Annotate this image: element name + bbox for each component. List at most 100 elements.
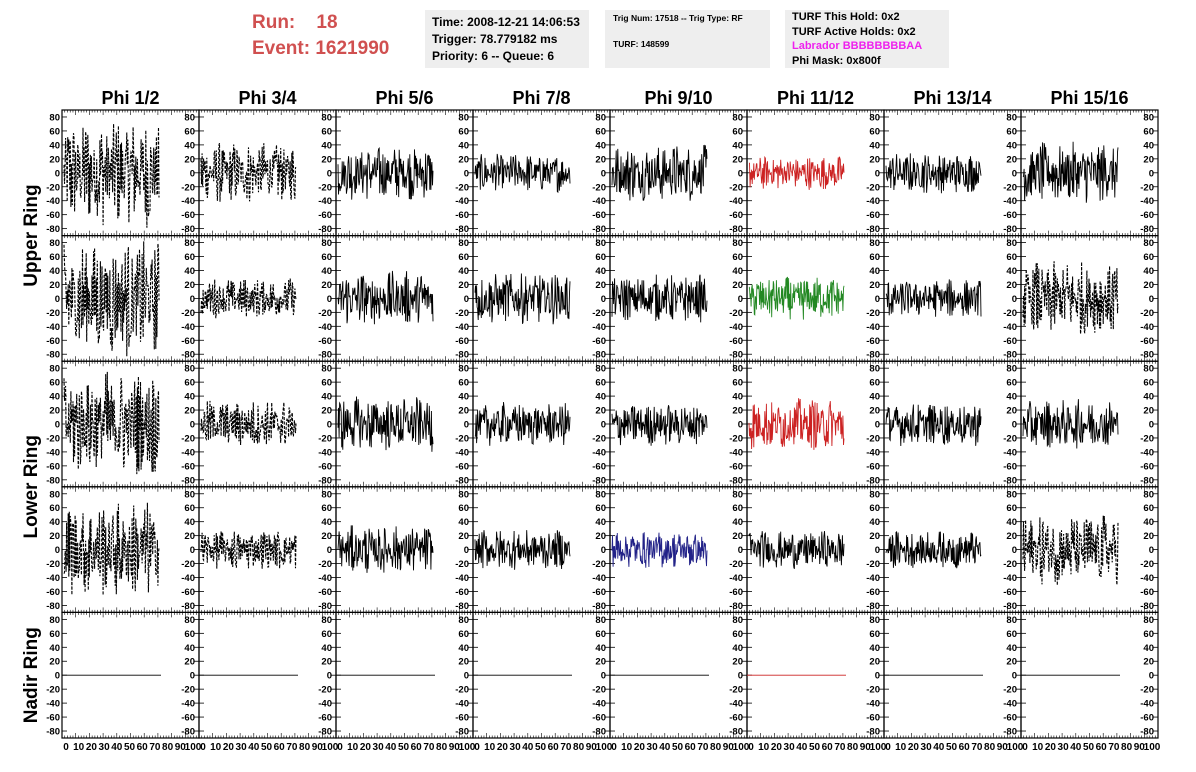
y-tick-label: 0 (738, 420, 743, 431)
y-tick-label: -60 (729, 461, 743, 472)
y-tick-label: -80 (1003, 224, 1017, 235)
y-tick-label: -80 (866, 727, 880, 738)
waveform-trace (200, 278, 297, 319)
y-tick-label: 60 (321, 629, 332, 640)
y-tick-label: -20 (592, 308, 606, 319)
y-tick-label: 0 (1012, 420, 1017, 431)
y-tick-label: 60 (184, 629, 195, 640)
y-tick-label: 40 (1143, 266, 1154, 277)
y-tick-label: -60 (318, 713, 332, 724)
y-tick-label: -40 (866, 573, 880, 584)
y-tick-label: 0 (1012, 545, 1017, 556)
y-tick-label: 0 (738, 294, 743, 305)
waveform-trace (885, 153, 982, 194)
waveform-trace (474, 530, 571, 570)
turf-active-holds-text: TURF Active Holds: 0x2 (792, 25, 916, 38)
y-tick-label: 20 (49, 657, 60, 668)
y-tick-label: 80 (1006, 112, 1017, 123)
y-tick-label: -20 (1003, 433, 1017, 444)
y-tick-label: 20 (458, 406, 469, 417)
waveform-panel: 80 60 40 20 0 -20 -40 -60 -80 (472, 360, 611, 488)
y-tick-label: 0 (464, 420, 469, 431)
y-tick-label: 40 (595, 517, 606, 528)
ring-label: Nadir Ring (21, 627, 42, 723)
y-tick-label: 20 (321, 280, 332, 291)
y-tick-label: 0 (1012, 294, 1017, 305)
y-tick-label: -20 (1003, 182, 1017, 193)
y-tick-label: 60 (869, 629, 880, 640)
y-tick-label: -20 (866, 433, 880, 444)
y-tick-label: -20 (46, 308, 60, 319)
labrador-text: Labrador BBBBBBBBAA (792, 40, 923, 52)
y-tick-label: -80 (455, 475, 469, 486)
y-tick-label: 20 (458, 657, 469, 668)
y-tick-label: 80 (49, 615, 60, 626)
y-tick-label: -20 (318, 182, 332, 193)
y-tick-label: 40 (184, 643, 195, 654)
y-tick-label: -20 (46, 685, 60, 696)
waveform-trace (337, 525, 434, 573)
y-tick-label: 20 (49, 280, 60, 291)
y-tick-label: -40 (1140, 573, 1154, 584)
y-tick-label: 60 (1006, 378, 1017, 389)
panel-frame (198, 360, 337, 488)
y-tick-label: 80 (595, 489, 606, 500)
y-tick-label: -40 (729, 322, 743, 333)
y-tick-label: -60 (1140, 210, 1154, 221)
waveform-panel: 80 60 40 20 0 -20 -40 -60 -80 (609, 611, 748, 739)
y-tick-label: -20 (455, 308, 469, 319)
column-header: Phi 1/2 (101, 88, 159, 108)
y-tick-label: -40 (1003, 573, 1017, 584)
y-tick-label: -80 (866, 350, 880, 361)
y-tick-label: -80 (729, 601, 743, 612)
y-tick-label: -80 (455, 727, 469, 738)
y-tick-label: 40 (184, 140, 195, 151)
waveform-panel: 80 60 40 20 0 -20 -40 -60 -80 (198, 486, 337, 613)
y-tick-label: -40 (1140, 196, 1154, 207)
y-tick-label: 0 (55, 545, 60, 556)
y-tick-label: -80 (1140, 224, 1154, 235)
y-tick-label: 20 (595, 280, 606, 291)
y-tick-label: 80 (458, 364, 469, 375)
y-tick-label: 60 (595, 629, 606, 640)
y-tick-label: -40 (455, 196, 469, 207)
y-tick-label: -80 (592, 475, 606, 486)
y-tick-label: -60 (866, 713, 880, 724)
trigger-info-box: Trig Num: 17518 -- Trig Type: RF TURF: 1… (605, 10, 770, 68)
waveform-trace (885, 404, 982, 447)
y-tick-label: 40 (732, 517, 743, 528)
y-tick-label: -20 (729, 685, 743, 696)
y-tick-label: -60 (46, 461, 60, 472)
waveform-trace (337, 396, 434, 452)
y-tick-label: 80 (184, 364, 195, 375)
y-tick-label: -20 (455, 433, 469, 444)
turf-this-hold-text: TURF This Hold: 0x2 (792, 11, 900, 23)
y-tick-label: 0 (327, 420, 332, 431)
y-tick-label: 40 (184, 392, 195, 403)
y-tick-label: 40 (1143, 140, 1154, 151)
y-tick-label: 80 (458, 238, 469, 249)
y-tick-label: 40 (1006, 140, 1017, 151)
y-tick-label: 20 (1006, 280, 1017, 291)
y-tick-label: 80 (1143, 364, 1154, 375)
y-tick-label: 20 (869, 657, 880, 668)
y-tick-label: 80 (49, 364, 60, 375)
waveform-trace (1022, 515, 1119, 586)
y-tick-label: 80 (1006, 489, 1017, 500)
y-tick-label: -60 (46, 336, 60, 347)
y-tick-label: 40 (869, 266, 880, 277)
y-tick-label: 0 (875, 294, 880, 305)
y-tick-label: -80 (318, 727, 332, 738)
y-tick-label: 60 (732, 378, 743, 389)
waveform-panel: 80 60 40 20 0 -20 -40 -60 -80 (472, 486, 611, 613)
waveform-panel: 80 60 40 20 0 -20 -40 -60 -80 (335, 109, 474, 237)
y-tick-label: -80 (181, 601, 195, 612)
waveform-trace (337, 270, 434, 325)
y-tick-label: -20 (592, 433, 606, 444)
waveform-panel: 80 60 40 20 0 -20 -40 -60 -80 (746, 486, 885, 613)
waveform-trace (337, 146, 434, 200)
y-tick-label: 0 (738, 671, 743, 682)
y-tick-label: 20 (869, 531, 880, 542)
y-tick-label: 80 (1006, 364, 1017, 375)
y-tick-label: 80 (458, 112, 469, 123)
